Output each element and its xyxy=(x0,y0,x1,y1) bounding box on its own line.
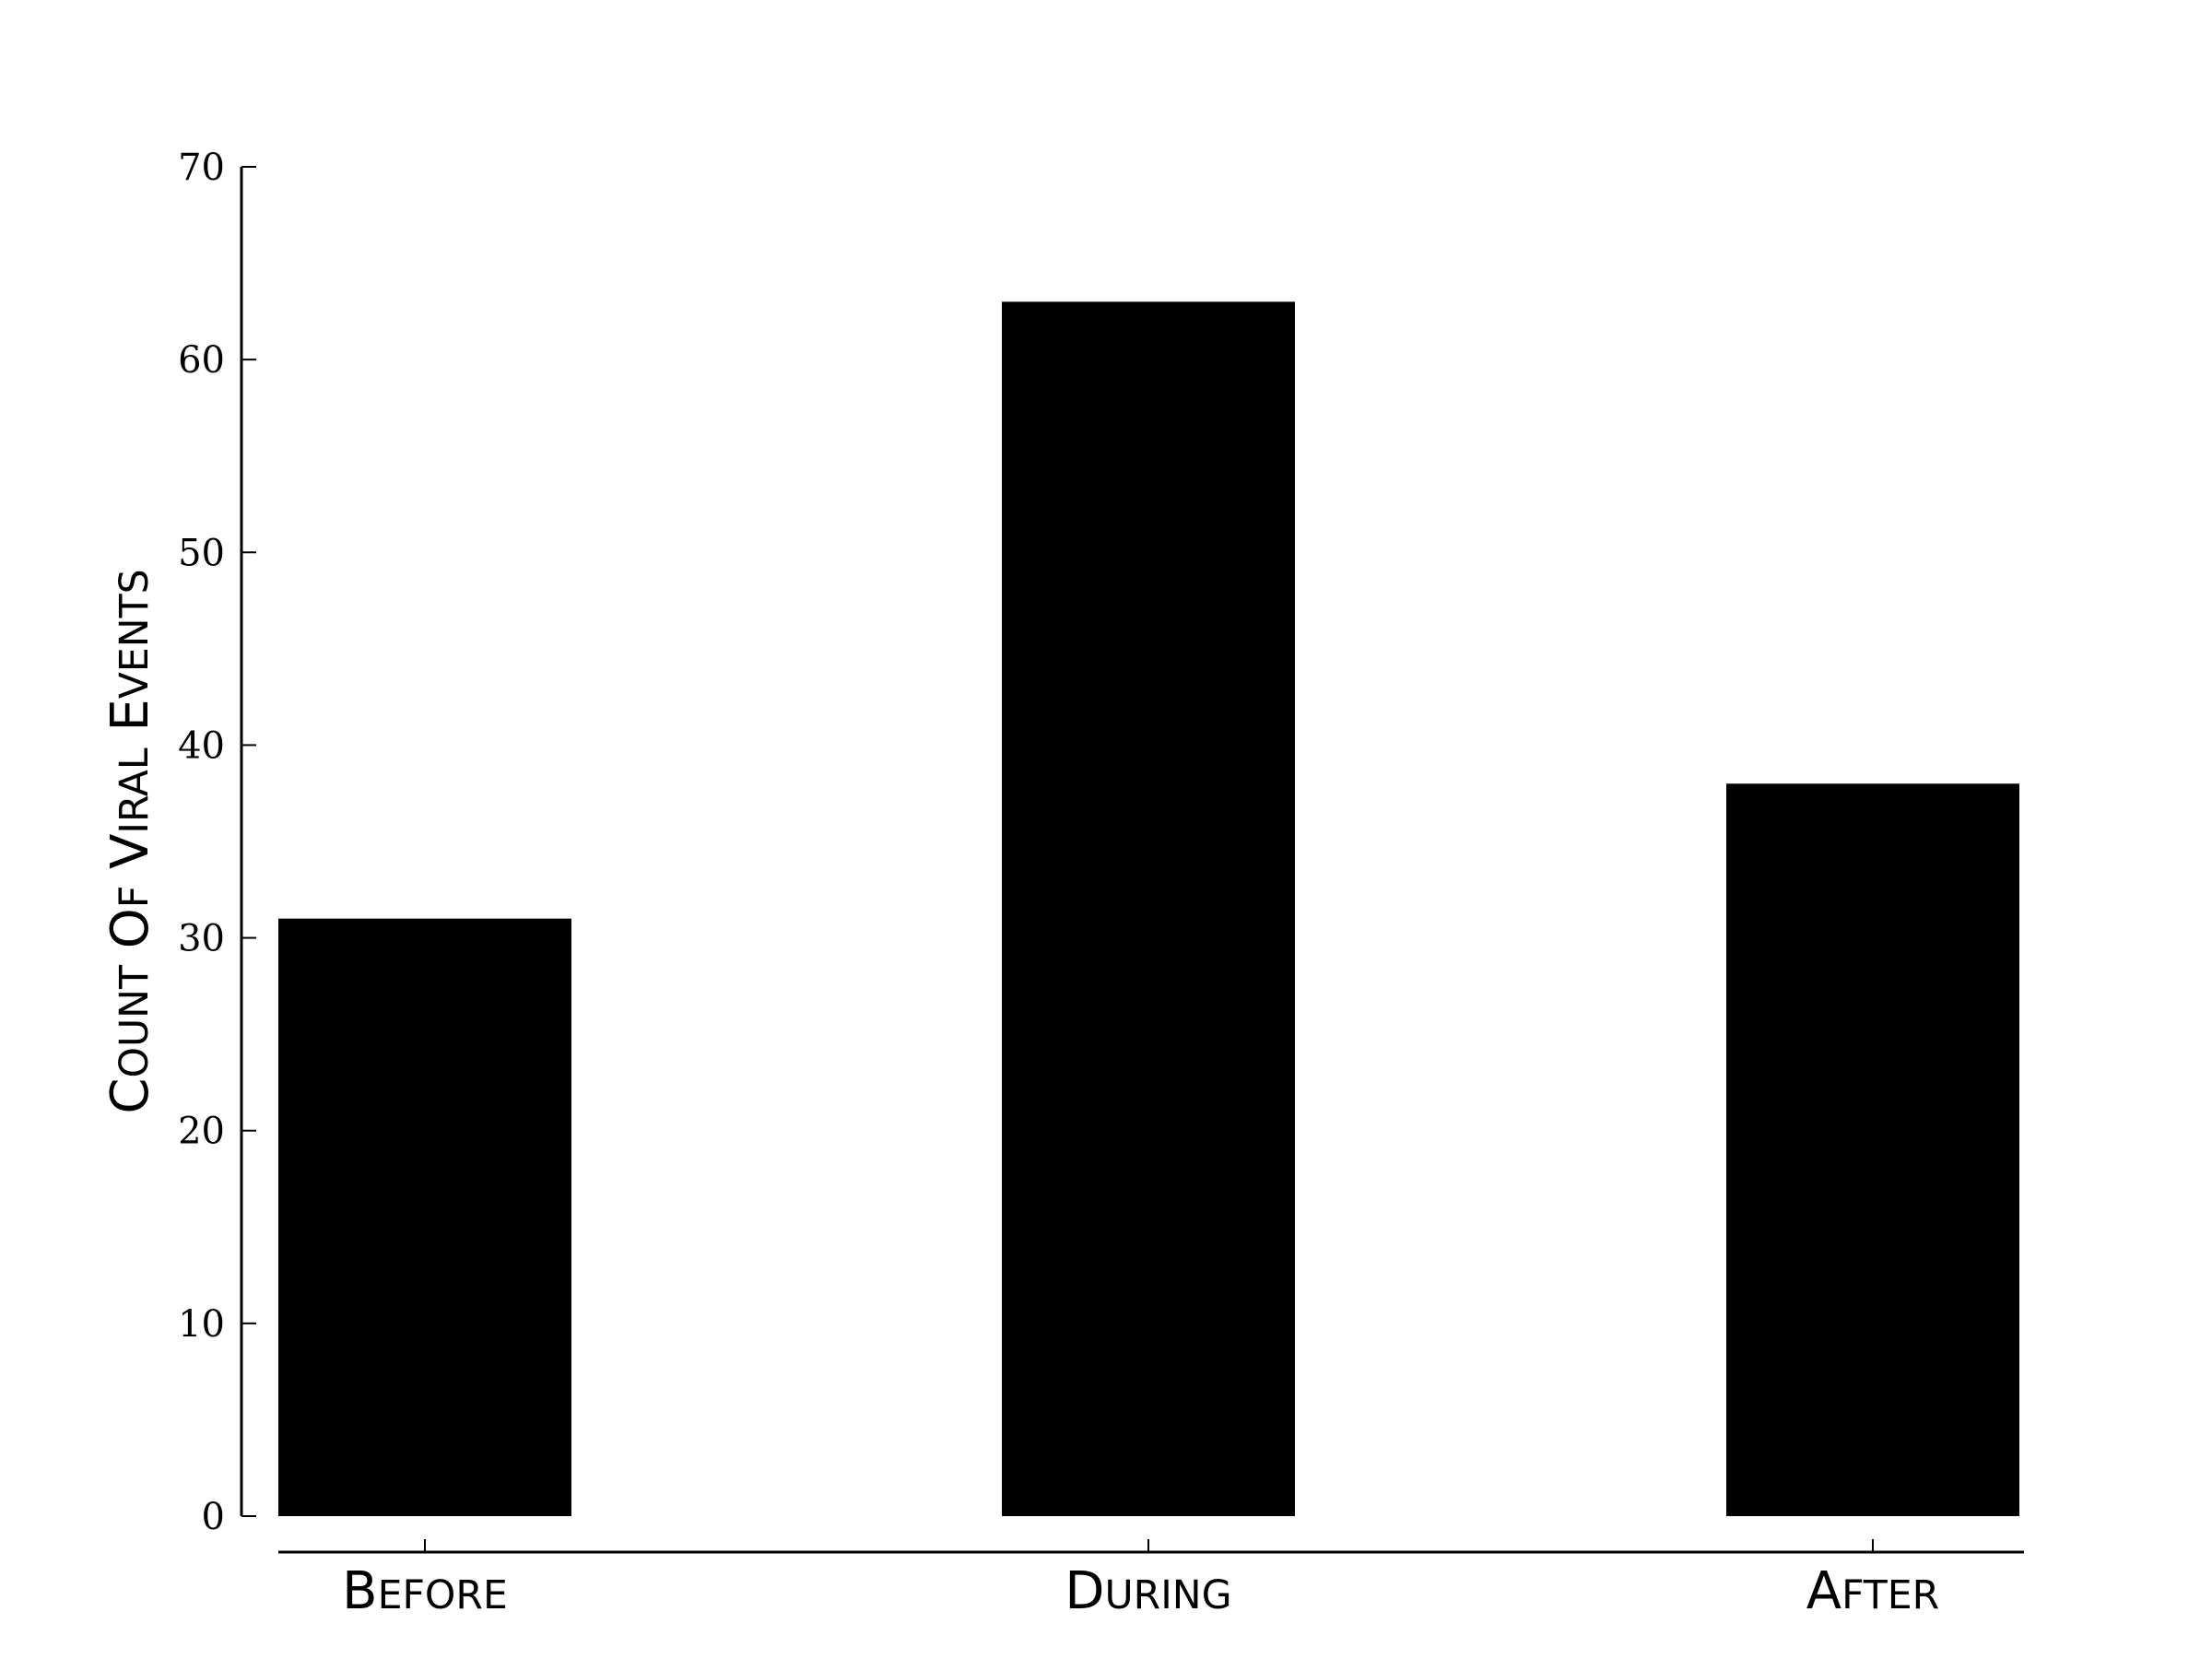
bar-during xyxy=(1002,301,1295,1516)
y-tick-label-40: 40 xyxy=(178,724,225,767)
x-tick-label-during: DURING xyxy=(1065,1561,1231,1621)
y-axis-label: COUNT OF VIRAL EVENTS xyxy=(100,569,160,1113)
bars-group xyxy=(278,301,2019,1516)
bar-before xyxy=(278,918,571,1516)
x-tick-label-before: BEFORE xyxy=(342,1561,508,1621)
y-tick-label-20: 20 xyxy=(178,1111,225,1153)
x-ticks-group: BEFORE DURING AFTER xyxy=(342,1539,1939,1621)
bar-after xyxy=(1726,783,2019,1516)
y-tick-label-70: 70 xyxy=(178,147,225,189)
y-tick-label-60: 60 xyxy=(178,339,225,382)
y-tick-label-0: 0 xyxy=(202,1496,225,1538)
y-tick-label-30: 30 xyxy=(178,918,225,960)
y-tick-label-10: 10 xyxy=(178,1303,225,1346)
y-ticks-group: 0 10 20 30 40 50 60 70 xyxy=(178,147,256,1538)
y-tick-label-50: 50 xyxy=(178,532,225,574)
x-tick-label-after: AFTER xyxy=(1806,1561,1939,1621)
